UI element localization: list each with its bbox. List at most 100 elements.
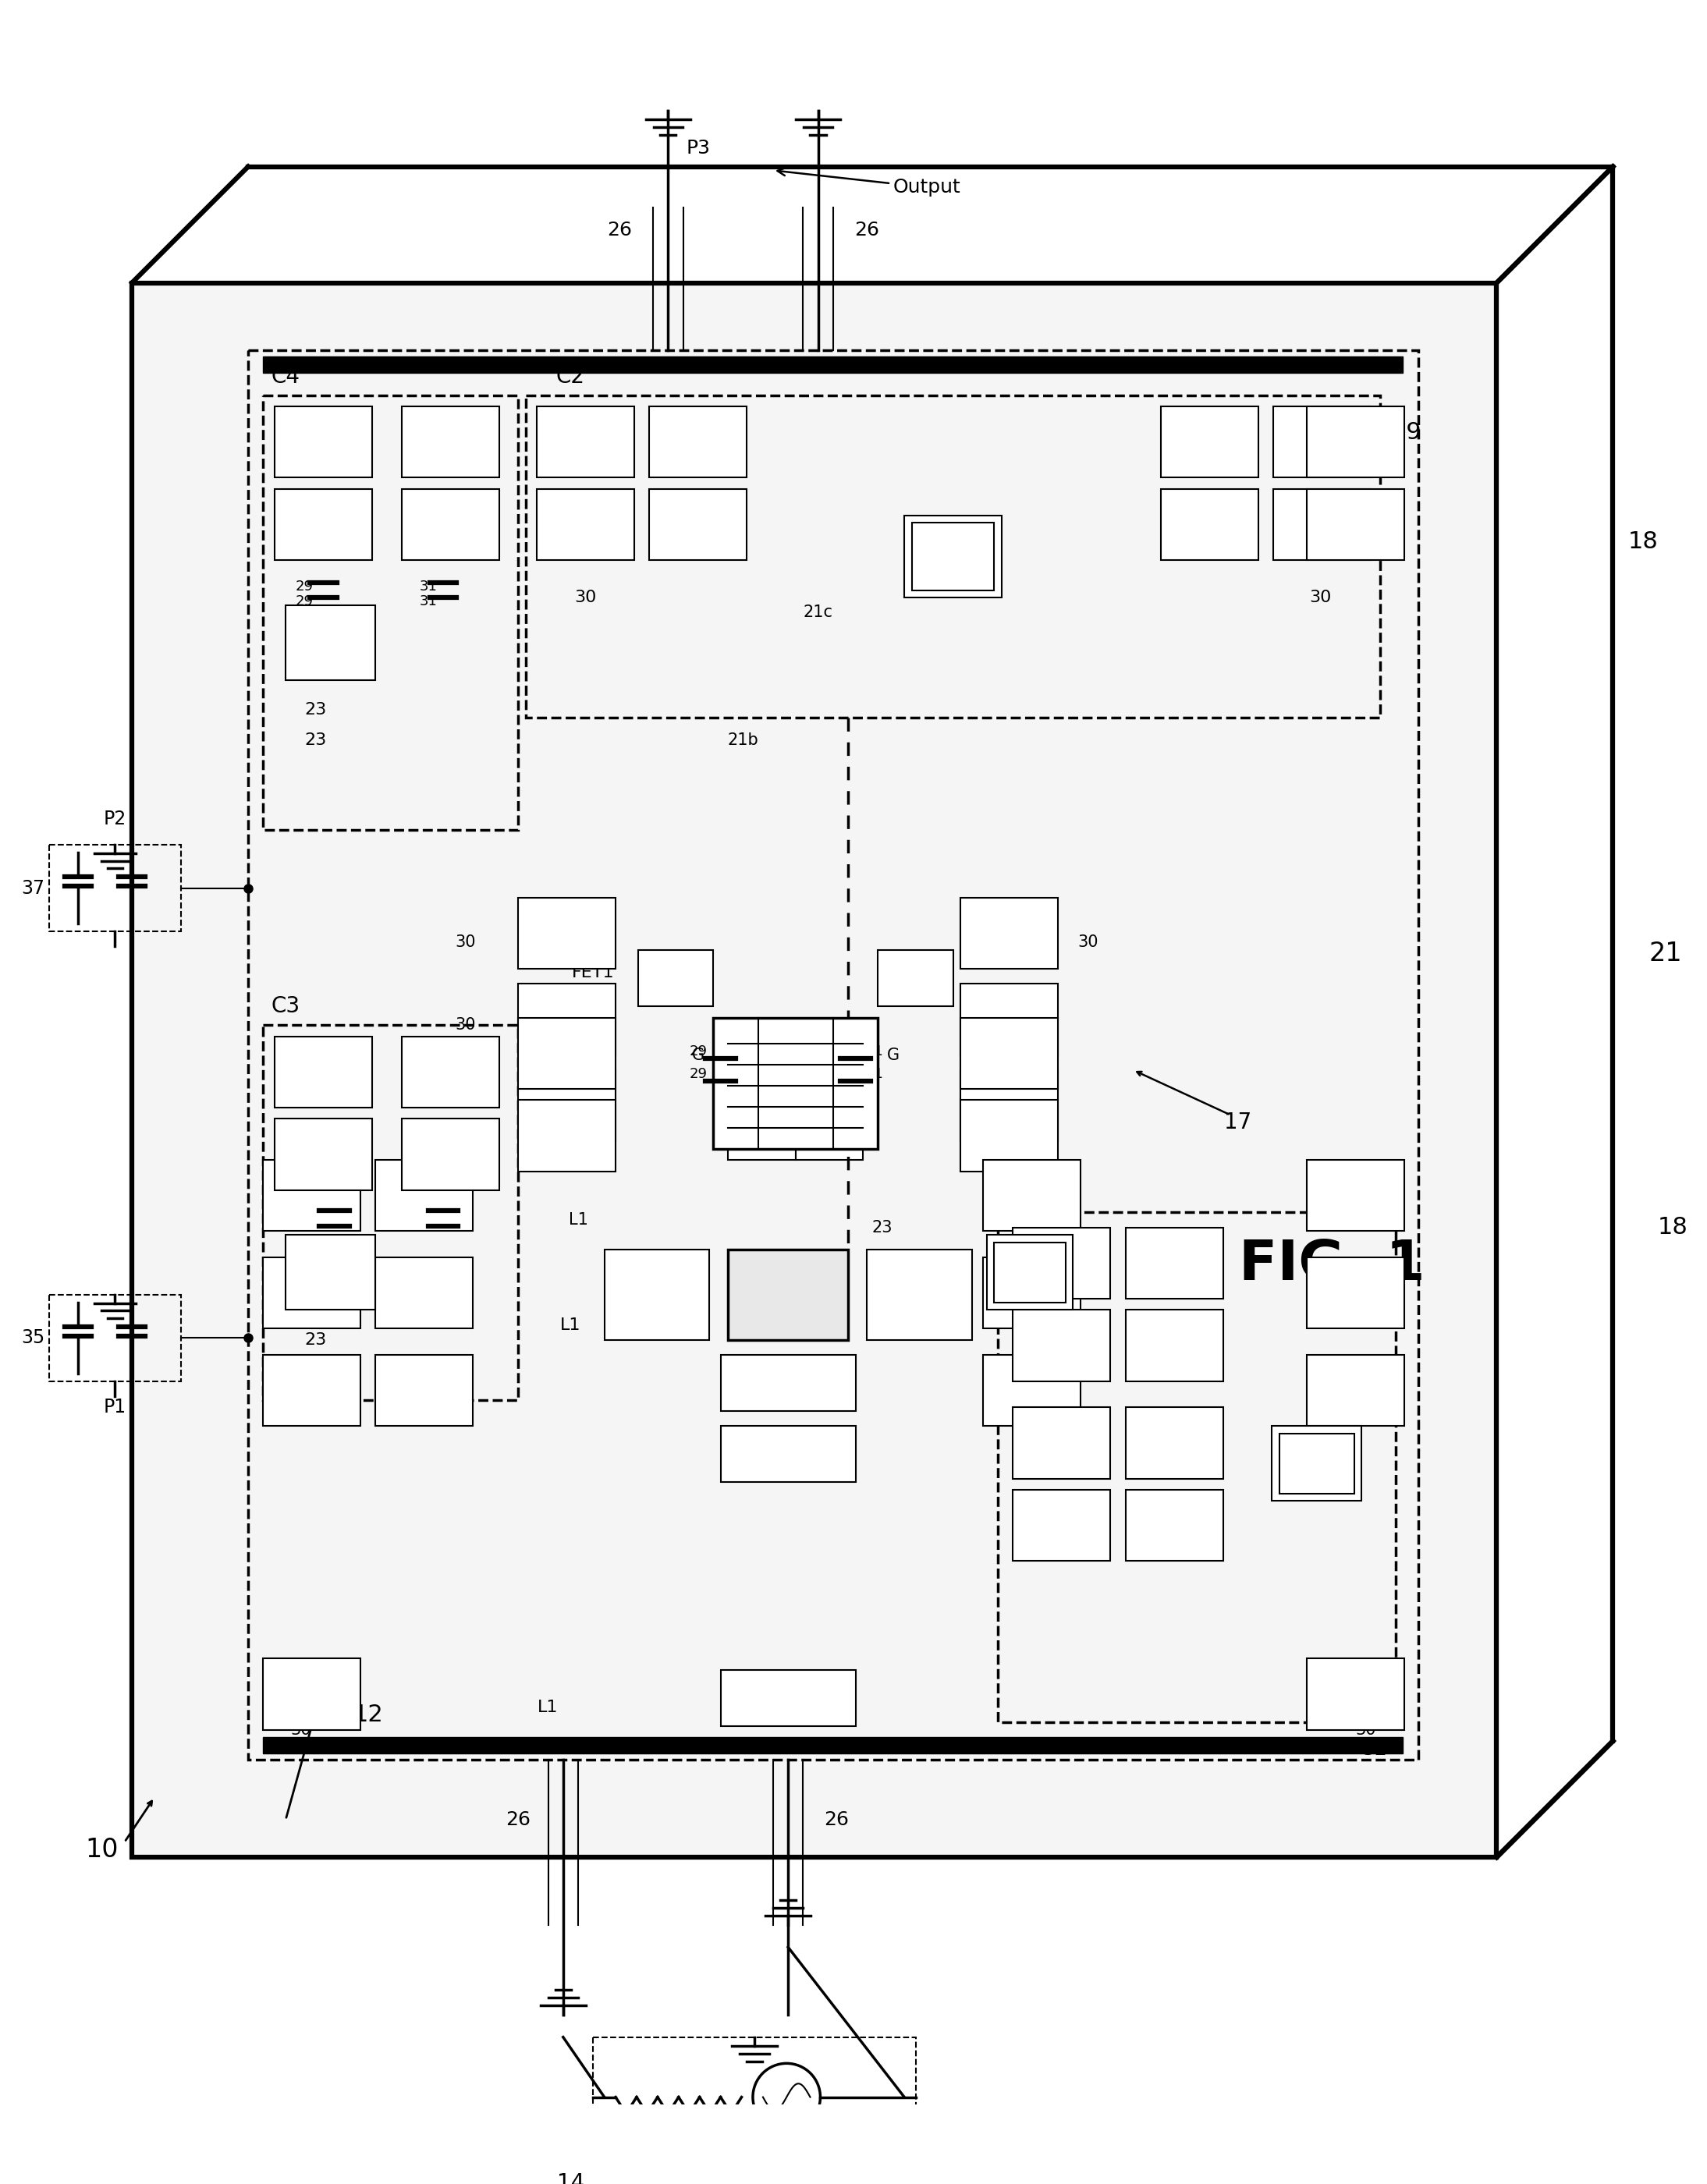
Bar — [519, 1018, 616, 1090]
Text: 28: 28 — [442, 1053, 459, 1066]
Text: 30: 30 — [1077, 935, 1098, 950]
Bar — [987, 1234, 1074, 1310]
Bar — [720, 1671, 855, 1725]
Text: 28: 28 — [1314, 424, 1330, 437]
Text: 20LGP: 20LGP — [1188, 526, 1231, 542]
Text: 31: 31 — [420, 594, 437, 609]
Text: 20LGP: 20LGP — [1041, 1265, 1082, 1280]
Text: 20LGP: 20LGP — [302, 1158, 345, 1171]
Text: 14: 14 — [556, 2173, 584, 2184]
Text: 26: 26 — [824, 1811, 850, 1828]
Text: 20s: 20s — [775, 1378, 801, 1391]
Text: 20LGP: 20LGP — [292, 1197, 333, 1212]
Text: 20LGP: 20LGP — [565, 526, 606, 542]
Text: 20LGP: 20LGP — [1188, 443, 1231, 459]
Text: 28: 28 — [442, 1136, 459, 1149]
Bar — [1273, 406, 1371, 478]
Text: 20LGP: 20LGP — [1041, 1527, 1082, 1542]
Text: L1: L1 — [568, 1212, 587, 1227]
Text: 26: 26 — [505, 1811, 531, 1828]
Bar — [1012, 1406, 1111, 1479]
Text: G: G — [691, 1046, 705, 1064]
Text: 20LGP: 20LGP — [430, 443, 471, 459]
Text: 20LGP: 20LGP — [1041, 1348, 1082, 1363]
Text: 30: 30 — [456, 1018, 476, 1033]
Bar — [275, 1118, 372, 1190]
Bar — [1308, 1658, 1405, 1730]
Text: 30: 30 — [290, 1721, 311, 1738]
Text: 20s: 20s — [662, 974, 688, 987]
Text: 31: 31 — [865, 1066, 883, 1081]
Text: 21c: 21c — [804, 605, 833, 620]
Text: 18: 18 — [1628, 531, 1657, 553]
Bar — [592, 2038, 915, 2158]
Text: 20LGP: 20LGP — [988, 1107, 1029, 1123]
Bar — [519, 1070, 616, 1142]
Text: 28: 28 — [1166, 1326, 1183, 1341]
Text: 28: 28 — [1347, 1177, 1364, 1190]
Text: 28: 28 — [417, 1372, 432, 1385]
Bar — [538, 406, 635, 478]
Bar — [401, 489, 500, 561]
Bar — [401, 406, 500, 478]
Bar — [1012, 1227, 1111, 1299]
Text: 20LGP: 20LGP — [302, 1075, 345, 1088]
Bar — [538, 489, 635, 561]
Text: 20LGP: 20LGP — [988, 1138, 1029, 1151]
Bar — [1161, 489, 1258, 561]
Text: 30: 30 — [1362, 1385, 1383, 1400]
Text: 30: 30 — [456, 1051, 476, 1066]
Text: 28: 28 — [1053, 1424, 1070, 1437]
Bar — [912, 522, 993, 590]
Text: P3: P3 — [686, 138, 710, 157]
Text: 31: 31 — [427, 1221, 444, 1234]
Text: L2: L2 — [568, 1138, 587, 1153]
Bar — [263, 395, 519, 830]
Text: 30: 30 — [575, 590, 597, 605]
Text: 2Z: 2Z — [1306, 1457, 1328, 1472]
Bar — [263, 1658, 360, 1730]
Text: L2: L2 — [568, 1101, 587, 1116]
Text: 20LGP: 20LGP — [546, 1055, 587, 1070]
Text: 35: 35 — [20, 1328, 44, 1348]
Bar — [1308, 1160, 1405, 1232]
Text: 20LGP: 20LGP — [1335, 443, 1376, 459]
Bar — [983, 1354, 1081, 1426]
Bar — [720, 1354, 855, 1411]
Text: 20LGP: 20LGP — [988, 935, 1029, 950]
Text: 20LGP: 20LGP — [292, 1697, 333, 1710]
Bar — [263, 356, 1403, 373]
Text: 20LGP: 20LGP — [1301, 526, 1343, 542]
Text: 20s: 20s — [775, 1693, 801, 1706]
Text: 12: 12 — [353, 1704, 384, 1725]
Text: 28: 28 — [417, 1273, 432, 1289]
Text: 27: 27 — [942, 548, 964, 563]
Bar — [1161, 406, 1258, 478]
Text: 28: 28 — [690, 424, 707, 437]
Text: 20LGP: 20LGP — [430, 1075, 471, 1088]
Bar — [638, 950, 714, 1007]
Text: 28: 28 — [314, 1053, 331, 1066]
Text: 28: 28 — [1166, 1424, 1183, 1437]
Bar — [50, 845, 181, 930]
Bar — [263, 1736, 1403, 1754]
Text: 20LGP: 20LGP — [988, 1055, 1029, 1070]
Bar — [1012, 1310, 1111, 1380]
Bar — [961, 1018, 1058, 1090]
Text: 29: 29 — [690, 1066, 707, 1081]
Text: 28: 28 — [577, 505, 594, 520]
Text: 20LGP: 20LGP — [1041, 1446, 1082, 1459]
Text: 2Z: 2Z — [1019, 1265, 1040, 1280]
Text: 28: 28 — [442, 505, 459, 520]
Bar — [263, 1160, 360, 1232]
Bar — [961, 1070, 1058, 1142]
Bar — [604, 1249, 710, 1341]
Text: 30: 30 — [1355, 1721, 1376, 1738]
Bar — [1308, 1354, 1405, 1426]
Text: L3: L3 — [568, 1033, 587, 1048]
Text: 20b: 20b — [905, 1289, 934, 1302]
Text: 28: 28 — [1053, 1245, 1070, 1258]
Text: 23: 23 — [304, 703, 326, 719]
Text: 20LGP: 20LGP — [1154, 1265, 1195, 1280]
Text: 2Z: 2Z — [319, 636, 341, 651]
